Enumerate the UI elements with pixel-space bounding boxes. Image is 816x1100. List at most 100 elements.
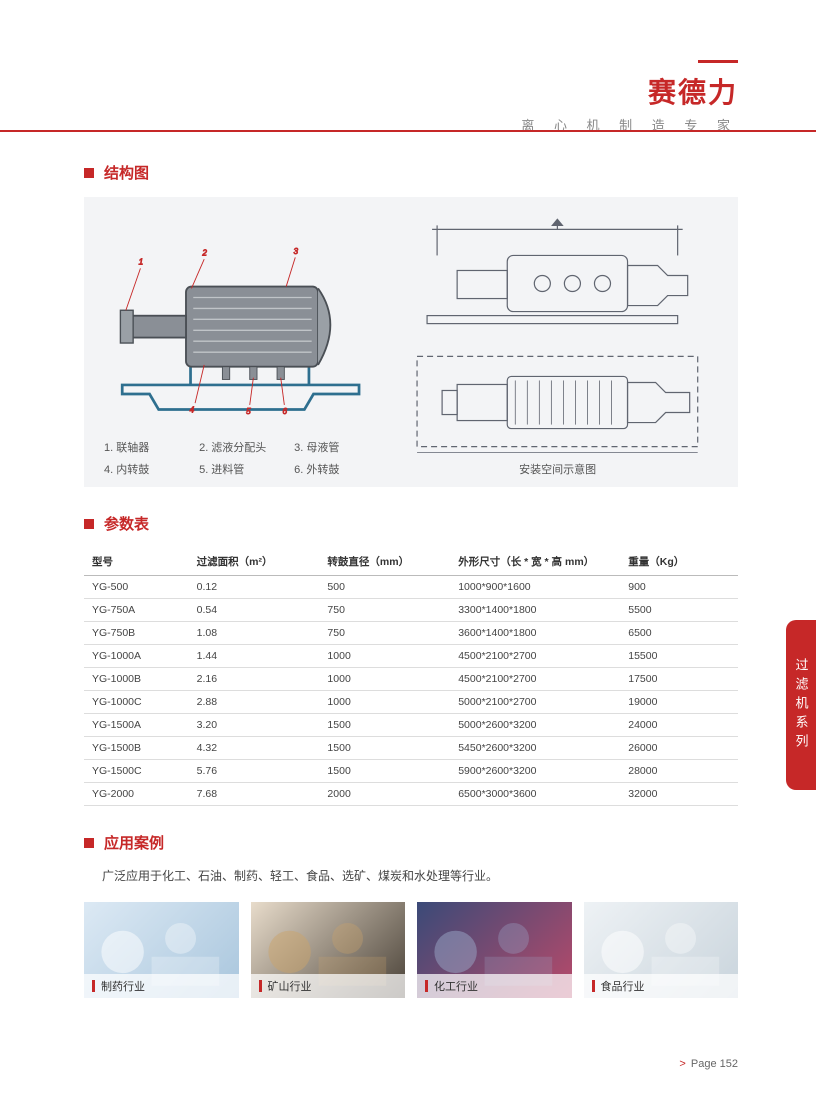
apps-title-text: 应用案例 [104,832,164,853]
table-cell: YG-1500B [84,737,189,760]
table-cell: 0.54 [189,599,320,622]
table-row: YG-750B1.087503600*1400*18006500 [84,622,738,645]
table-cell: 1000 [319,691,450,714]
table-cell: 5000*2600*3200 [450,714,620,737]
section-title-structure: 结构图 [84,162,738,183]
table-cell: 5900*2600*3200 [450,760,620,783]
structure-diagram-right: 安装空间示意图 [397,215,718,477]
svg-text:2: 2 [201,249,207,258]
install-caption: 安装空间示意图 [397,461,718,477]
table-cell: 32000 [620,783,738,806]
table-row: YG-20007.6820006500*3000*360032000 [84,783,738,806]
cutaway-diagram: 1 2 3 4 5 6 [104,215,377,431]
table-cell: 750 [319,599,450,622]
spec-col-header: 重量（Kg） [620,548,738,576]
params-section: 参数表 型号过滤面积（m²）转鼓直径（mm）外形尺寸（长 * 宽 * 高 mm）… [84,513,738,806]
table-cell: 5000*2100*2700 [450,691,620,714]
structure-diagram-box: 1 2 3 4 5 6 1. 联轴器 2. 滤液分配头 3. 母液管 4. 内转… [84,197,738,487]
table-cell: 1.08 [189,622,320,645]
app-card: 食品行业 [584,902,739,998]
app-card: 化工行业 [417,902,572,998]
table-cell: YG-1500C [84,760,189,783]
table-cell: 3.20 [189,714,320,737]
table-cell: 2000 [319,783,450,806]
table-row: YG-5000.125001000*900*1600900 [84,576,738,599]
table-cell: 900 [620,576,738,599]
table-cell: 4.32 [189,737,320,760]
side-tab: 过滤机系列 [786,620,816,790]
table-cell: 15500 [620,645,738,668]
table-row: YG-1000B2.1610004500*2100*270017500 [84,668,738,691]
table-cell: 26000 [620,737,738,760]
structure-diagram-left: 1 2 3 4 5 6 1. 联轴器 2. 滤液分配头 3. 母液管 4. 内转… [104,215,377,477]
table-cell: 6500 [620,622,738,645]
app-card-label: 矿山行业 [251,974,406,998]
table-cell: 4500*2100*2700 [450,645,620,668]
table-cell: 1.44 [189,645,320,668]
table-cell: 2.16 [189,668,320,691]
page-footer: > Page 152 [679,1058,738,1070]
svg-text:4: 4 [190,405,195,414]
brand-name: 赛德力 [521,71,738,111]
svg-text:5: 5 [246,407,251,416]
structure-title-text: 结构图 [104,162,149,183]
table-cell: 17500 [620,668,738,691]
legend-1: 1. 联轴器 [104,439,187,455]
spec-col-header: 过滤面积（m²） [189,548,320,576]
diagram-legend: 1. 联轴器 2. 滤液分配头 3. 母液管 4. 内转鼓 5. 进料管 6. … [104,439,377,477]
table-row: YG-1500B4.3215005450*2600*320026000 [84,737,738,760]
header-divider [0,130,816,132]
svg-text:6: 6 [283,407,288,416]
app-card: 制药行业 [84,902,239,998]
spec-col-header: 转鼓直径（mm） [319,548,450,576]
svg-text:3: 3 [293,247,298,256]
spec-col-header: 型号 [84,548,189,576]
table-cell: 5500 [620,599,738,622]
table-cell: YG-750A [84,599,189,622]
table-cell: 1500 [319,714,450,737]
apps-description: 广泛应用于化工、石油、制药、轻工、食品、选矿、煤炭和水处理等行业。 [102,867,738,884]
app-card: 矿山行业 [251,902,406,998]
table-cell: 19000 [620,691,738,714]
table-cell: 1500 [319,737,450,760]
app-grid: 制药行业 矿山行业 化工行业 食品行业 [84,902,738,998]
table-cell: 5.76 [189,760,320,783]
square-icon [84,168,94,178]
header-brand: 赛德力 离 心 机 制 造 专 家 [521,60,738,134]
legend-5: 5. 进料管 [199,461,282,477]
table-cell: 2.88 [189,691,320,714]
legend-4: 4. 内转鼓 [104,461,187,477]
apps-section: 应用案例 广泛应用于化工、石油、制药、轻工、食品、选矿、煤炭和水处理等行业。 制… [84,832,738,998]
app-card-label: 制药行业 [84,974,239,998]
table-row: YG-750A0.547503300*1400*18005500 [84,599,738,622]
table-cell: YG-1000B [84,668,189,691]
side-elevation-drawing [397,215,718,336]
table-cell: YG-1500A [84,714,189,737]
table-cell: YG-500 [84,576,189,599]
table-cell: 1000 [319,645,450,668]
table-row: YG-1500A3.2015005000*2600*320024000 [84,714,738,737]
square-icon [84,519,94,529]
table-cell: 750 [319,622,450,645]
plan-view-drawing [397,336,718,457]
table-cell: YG-1000C [84,691,189,714]
square-icon [84,838,94,848]
table-cell: 7.68 [189,783,320,806]
table-cell: 5450*2600*3200 [450,737,620,760]
table-cell: 1000*900*1600 [450,576,620,599]
main-content: 结构图 [84,162,738,998]
table-cell: 4500*2100*2700 [450,668,620,691]
legend-3: 3. 母液管 [294,439,377,455]
params-title-text: 参数表 [104,513,149,534]
legend-6: 6. 外转鼓 [294,461,377,477]
footer-arrow-icon: > [679,1058,685,1070]
accent-bar-icon [698,60,738,63]
spec-table: 型号过滤面积（m²）转鼓直径（mm）外形尺寸（长 * 宽 * 高 mm）重量（K… [84,548,738,806]
section-title-params: 参数表 [84,513,738,534]
table-row: YG-1000A1.4410004500*2100*270015500 [84,645,738,668]
legend-2: 2. 滤液分配头 [199,439,282,455]
page-number: Page 152 [691,1058,738,1070]
table-row: YG-1500C5.7615005900*2600*320028000 [84,760,738,783]
app-card-label: 食品行业 [584,974,739,998]
table-row: YG-1000C2.8810005000*2100*270019000 [84,691,738,714]
